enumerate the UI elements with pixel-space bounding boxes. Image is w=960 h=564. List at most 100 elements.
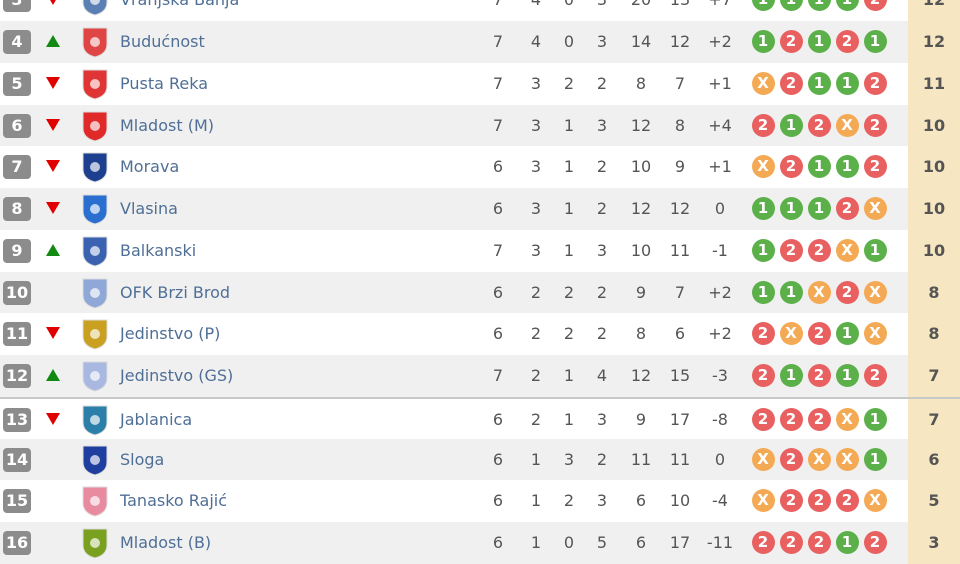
form-result-badge[interactable]: 1 (779, 0, 803, 12)
table-row[interactable]: 12 Jedinstvo (GS) 7 2 1 4 12 15 -3 2 1 2 1 2 7 (0, 355, 960, 397)
form-result-badge[interactable]: 2 (835, 30, 859, 54)
team-name-link[interactable]: Jedinstvo (P) (120, 324, 221, 344)
team-logo-icon[interactable] (80, 193, 110, 225)
form-result-badge[interactable]: 1 (863, 30, 887, 54)
form-result-badge[interactable]: 2 (807, 238, 831, 262)
form-result-badge[interactable]: 2 (863, 531, 887, 555)
table-row[interactable]: 5 Pusta Reka 7 3 2 2 8 7 +1 X 2 1 1 2 11 (0, 62, 960, 105)
form-result-badge[interactable]: 1 (779, 113, 803, 137)
form-result-badge[interactable]: 1 (807, 30, 831, 54)
form-result-badge[interactable]: 2 (835, 197, 859, 221)
team-logo-icon[interactable] (80, 360, 110, 392)
team-name-link[interactable]: OFK Brzi Brod (120, 282, 231, 302)
form-result-badge[interactable]: X (807, 280, 831, 304)
form-result-badge[interactable]: 1 (835, 0, 859, 12)
form-result-badge[interactable]: 2 (751, 531, 775, 555)
team-name-link[interactable]: Jablanica (120, 409, 193, 429)
team-name-link[interactable]: Budućnost (120, 32, 205, 52)
form-result-badge[interactable]: 2 (863, 113, 887, 137)
form-result-badge[interactable]: X (751, 489, 775, 513)
form-result-badge[interactable]: 1 (751, 30, 775, 54)
table-row[interactable]: 9 Balkanski 7 3 1 3 10 11 -1 1 2 2 X 1 10 (0, 229, 960, 272)
form-result-badge[interactable]: 1 (835, 531, 859, 555)
team-name-link[interactable]: Vlasina (120, 199, 178, 219)
form-result-badge[interactable]: 2 (835, 489, 859, 513)
team-name-link[interactable]: Mladost (B) (120, 533, 212, 553)
table-row[interactable]: 7 Morava 6 3 1 2 10 9 +1 X 2 1 1 2 10 (0, 146, 960, 189)
form-result-badge[interactable]: 1 (779, 364, 803, 388)
team-logo-icon[interactable] (80, 527, 110, 559)
form-result-badge[interactable]: 1 (779, 197, 803, 221)
team-name-link[interactable]: Mladost (M) (120, 115, 214, 135)
team-logo-icon[interactable] (80, 277, 110, 309)
form-result-badge[interactable]: 2 (863, 364, 887, 388)
team-name-link[interactable]: Pusta Reka (120, 73, 209, 93)
form-result-badge[interactable]: 2 (779, 238, 803, 262)
form-result-badge[interactable]: 2 (835, 280, 859, 304)
form-result-badge[interactable]: 2 (779, 30, 803, 54)
form-result-badge[interactable]: 1 (863, 238, 887, 262)
form-result-badge[interactable]: X (751, 71, 775, 95)
form-result-badge[interactable]: X (863, 489, 887, 513)
form-result-badge[interactable]: 2 (779, 71, 803, 95)
form-result-badge[interactable]: X (751, 447, 775, 471)
team-logo-icon[interactable] (80, 0, 110, 16)
form-result-badge[interactable]: 2 (779, 407, 803, 431)
form-result-badge[interactable]: X (751, 155, 775, 179)
team-logo-icon[interactable] (80, 318, 110, 350)
table-row[interactable]: 6 Mladost (M) 7 3 1 3 12 8 +4 2 1 2 X 2 10 (0, 104, 960, 147)
form-result-badge[interactable]: 2 (751, 113, 775, 137)
table-row[interactable]: 13 Jablanica 6 2 1 3 9 17 -8 2 2 2 X 1 7 (0, 396, 960, 439)
form-result-badge[interactable]: 1 (751, 197, 775, 221)
form-result-badge[interactable]: X (835, 113, 859, 137)
form-result-badge[interactable]: 1 (751, 0, 775, 12)
form-result-badge[interactable]: 2 (863, 0, 887, 12)
team-logo-icon[interactable] (80, 26, 110, 58)
form-result-badge[interactable]: 2 (779, 531, 803, 555)
team-logo-icon[interactable] (80, 404, 110, 436)
form-result-badge[interactable]: 1 (807, 155, 831, 179)
table-row[interactable]: 11 Jedinstvo (P) 6 2 2 2 8 6 +2 2 X 2 1 X 8 (0, 313, 960, 356)
table-row[interactable]: 8 Vlasina 6 3 1 2 12 12 0 1 1 1 2 X 10 (0, 188, 960, 230)
form-result-badge[interactable]: 1 (835, 322, 859, 346)
form-result-badge[interactable]: 1 (807, 71, 831, 95)
form-result-badge[interactable]: 2 (807, 364, 831, 388)
form-result-badge[interactable]: X (807, 447, 831, 471)
form-result-badge[interactable]: 2 (779, 489, 803, 513)
form-result-badge[interactable]: 2 (779, 155, 803, 179)
form-result-badge[interactable]: X (863, 197, 887, 221)
form-result-badge[interactable]: 1 (835, 155, 859, 179)
form-result-badge[interactable]: 1 (835, 71, 859, 95)
form-result-badge[interactable]: 1 (835, 364, 859, 388)
table-row[interactable]: 4 Budućnost 7 4 0 3 14 12 +2 1 2 1 2 1 12 (0, 21, 960, 63)
table-row[interactable]: 3Vranjska Banja74032013+71111212 (0, 0, 960, 22)
team-name-link[interactable]: Balkanski (120, 240, 197, 260)
team-logo-icon[interactable] (80, 444, 110, 476)
table-row[interactable]: 10 OFK Brzi Brod 6 2 2 2 9 7 +2 1 1 X 2 X 8 (0, 271, 960, 314)
form-result-badge[interactable]: 2 (751, 364, 775, 388)
team-name-link[interactable]: Morava (120, 157, 180, 177)
table-row[interactable]: 15 Tanasko Rajić 6 1 2 3 6 10 -4 X 2 2 2 X 5 (0, 480, 960, 523)
form-result-badge[interactable]: 2 (807, 489, 831, 513)
form-result-badge[interactable]: 2 (751, 407, 775, 431)
table-row[interactable]: 16 Mladost (B) 6 1 0 5 6 17 -11 2 2 2 1 2 3 (0, 522, 960, 564)
team-logo-icon[interactable] (80, 110, 110, 142)
form-result-badge[interactable]: X (835, 447, 859, 471)
table-row[interactable]: 14 Sloga 6 1 3 2 11 11 0 X 2 X X 1 6 (0, 438, 960, 481)
team-logo-icon[interactable] (80, 68, 110, 100)
form-result-badge[interactable]: 2 (807, 531, 831, 555)
form-result-badge[interactable]: X (863, 280, 887, 304)
team-logo-icon[interactable] (80, 235, 110, 267)
form-result-badge[interactable]: 2 (779, 447, 803, 471)
form-result-badge[interactable]: 1 (751, 280, 775, 304)
form-result-badge[interactable]: 2 (863, 155, 887, 179)
team-name-link[interactable]: Jedinstvo (GS) (120, 366, 234, 386)
form-result-badge[interactable]: 1 (863, 447, 887, 471)
form-result-badge[interactable]: X (835, 407, 859, 431)
team-name-link[interactable]: Sloga (120, 449, 165, 469)
form-result-badge[interactable]: 2 (863, 71, 887, 95)
form-result-badge[interactable]: 1 (863, 407, 887, 431)
form-result-badge[interactable]: 2 (751, 322, 775, 346)
form-result-badge[interactable]: 1 (779, 280, 803, 304)
form-result-badge[interactable]: 2 (807, 407, 831, 431)
